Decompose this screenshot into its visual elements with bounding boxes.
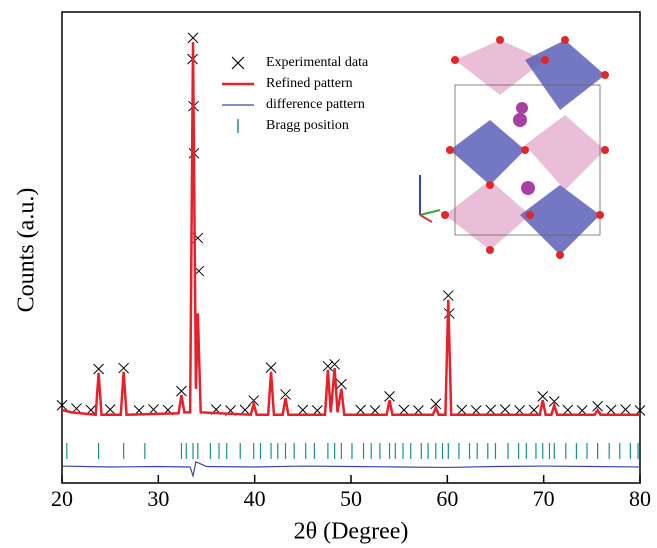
x-tick-label: 60: [436, 486, 458, 511]
data-point: [430, 398, 442, 410]
series-line: [61, 42, 640, 417]
series-line: [61, 460, 641, 479]
axis-arrow: [419, 214, 433, 223]
data-point: [265, 362, 277, 373]
x-tick-label: 30: [147, 486, 169, 511]
octahedron: [450, 120, 525, 185]
x-tick-label: 70: [533, 486, 555, 511]
data-point: [329, 358, 340, 370]
x-tick-label: 40: [244, 486, 266, 511]
data-point: [56, 399, 68, 411]
x-tick-label: 50: [340, 486, 362, 511]
octahedron: [525, 40, 605, 110]
data-point: [605, 404, 617, 416]
octahedron: [445, 180, 530, 250]
x-tick-label: 80: [629, 486, 651, 511]
data-point: [280, 389, 291, 400]
x-tick-label: 20: [51, 486, 73, 511]
legend-label: Refined pattern: [266, 76, 353, 91]
data-point: [592, 400, 603, 412]
data-point: [537, 390, 549, 402]
data-point: [499, 404, 511, 415]
data-point: [528, 404, 540, 416]
octahedron: [525, 115, 605, 190]
y-axis-label: Counts (a.u.): [14, 188, 40, 313]
data-point: [562, 404, 574, 416]
octahedron: [455, 40, 545, 95]
data-point: [442, 290, 454, 301]
legend-label: difference pattern: [266, 97, 365, 112]
data-point: [176, 385, 187, 397]
data-point: [384, 390, 395, 402]
crystal-inset: [419, 36, 609, 259]
data-point: [93, 363, 104, 375]
atom: [516, 102, 528, 114]
data-point: [456, 404, 468, 416]
octahedron: [520, 185, 600, 255]
data-point: [336, 378, 347, 390]
data-point: [297, 404, 309, 416]
data-point: [187, 32, 199, 44]
data-point: [355, 404, 366, 416]
legend-label: Experimental data: [266, 55, 369, 70]
legend-label: Bragg position: [266, 118, 349, 133]
legend-marker: [231, 56, 245, 70]
data-point: [322, 360, 334, 372]
axis-arrow: [419, 209, 441, 216]
atom: [521, 181, 535, 195]
data-point: [118, 362, 130, 374]
data-point: [620, 404, 631, 415]
data-point: [104, 404, 116, 415]
data-point: [485, 404, 497, 416]
atom: [513, 113, 527, 127]
oxygen-atoms: [441, 36, 609, 259]
x-axis-label: 2θ (Degree): [294, 519, 409, 545]
data-point: [398, 404, 410, 416]
unit-cell: [454, 84, 601, 236]
